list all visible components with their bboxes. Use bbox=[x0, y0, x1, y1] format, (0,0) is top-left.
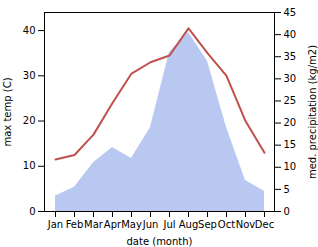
svg-text:35: 35 bbox=[284, 51, 297, 62]
svg-text:25: 25 bbox=[284, 95, 297, 106]
svg-text:Feb: Feb bbox=[66, 219, 84, 230]
svg-text:date (month): date (month) bbox=[127, 236, 193, 247]
svg-text:20: 20 bbox=[284, 117, 297, 128]
svg-text:10: 10 bbox=[284, 161, 297, 172]
svg-text:Aug: Aug bbox=[179, 219, 199, 230]
svg-text:Jun: Jun bbox=[142, 219, 159, 230]
svg-text:5: 5 bbox=[284, 184, 290, 195]
svg-text:10: 10 bbox=[23, 160, 36, 171]
svg-text:Apr: Apr bbox=[104, 219, 122, 230]
svg-text:0: 0 bbox=[29, 206, 35, 217]
svg-text:Dec: Dec bbox=[255, 219, 274, 230]
svg-text:Jul: Jul bbox=[162, 219, 175, 230]
svg-text:max temp (C): max temp (C) bbox=[2, 77, 13, 146]
svg-text:20: 20 bbox=[23, 115, 36, 126]
svg-text:40: 40 bbox=[23, 25, 36, 36]
svg-text:30: 30 bbox=[284, 73, 297, 84]
svg-text:40: 40 bbox=[284, 29, 297, 40]
svg-text:Sep: Sep bbox=[198, 219, 217, 230]
svg-text:Oct: Oct bbox=[218, 219, 235, 230]
svg-text:45: 45 bbox=[284, 7, 297, 18]
svg-text:Jan: Jan bbox=[47, 219, 63, 230]
svg-text:15: 15 bbox=[284, 139, 297, 150]
svg-text:med. precipitation (kg/m2): med. precipitation (kg/m2) bbox=[307, 45, 318, 179]
svg-text:30: 30 bbox=[23, 70, 36, 81]
svg-text:0: 0 bbox=[284, 206, 290, 217]
svg-text:May: May bbox=[121, 219, 142, 230]
svg-text:Nov: Nov bbox=[236, 219, 256, 230]
svg-text:Mar: Mar bbox=[84, 219, 104, 230]
